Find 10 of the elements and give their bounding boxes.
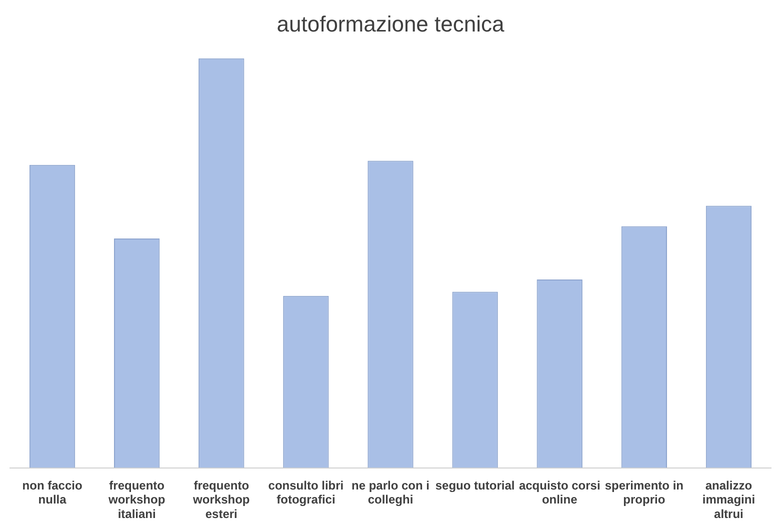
x-tick-label: non faccio nulla (22, 478, 82, 507)
x-tick-label: acquisto corsi online (518, 478, 600, 507)
x-tick-label: sperimento in proprio (604, 478, 684, 507)
x-tick-label: analizzo immagini altrui (702, 478, 756, 522)
chart-title: autoformazione tecnica (276, 11, 505, 36)
x-tick-label: ne parlo con i colleghi (351, 478, 430, 507)
x-tick-label: frequento workshop esteri (192, 478, 250, 522)
x-tick-label: frequento workshop italiani (107, 478, 166, 522)
x-tick-label: consulto libri fotografici (268, 478, 344, 507)
x-tick-label: seguo tutorial (435, 478, 515, 492)
